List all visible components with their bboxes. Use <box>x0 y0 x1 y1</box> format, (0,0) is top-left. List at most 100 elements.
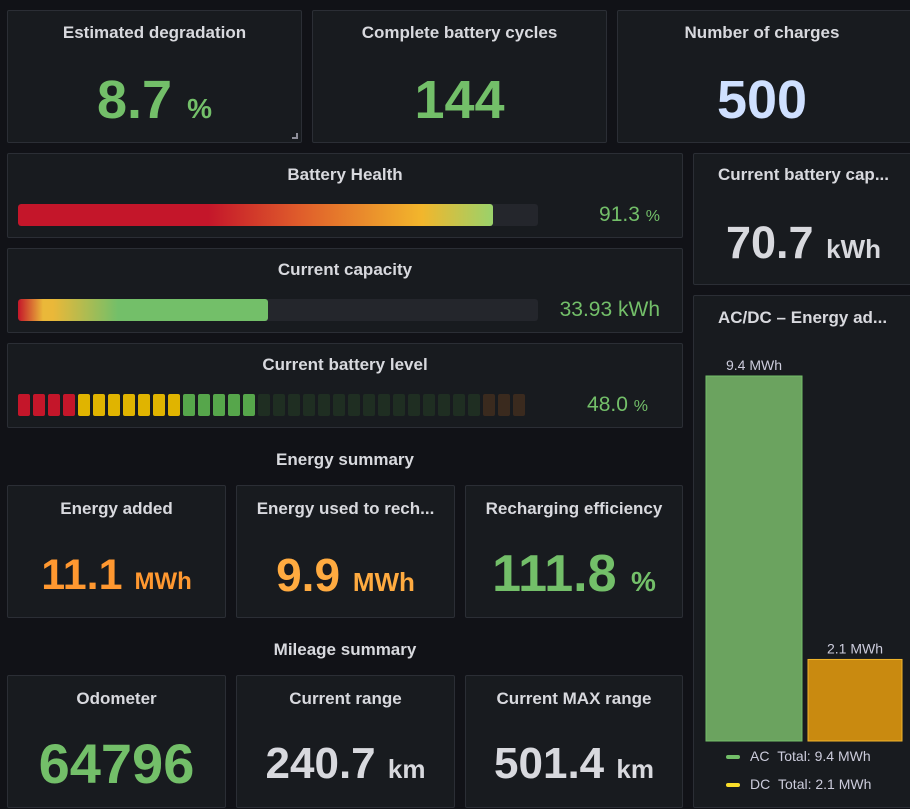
value-unit: % <box>645 208 660 225</box>
value-unit: km <box>616 754 654 784</box>
battery-level-cell <box>258 394 270 416</box>
stat-value: 500 <box>716 70 808 130</box>
battery-level-cell <box>288 394 300 416</box>
legend-label: AC <box>750 748 770 764</box>
battery-level-cell <box>303 394 315 416</box>
battery-level-cell <box>198 394 210 416</box>
battery-health-bar-fill <box>18 204 493 226</box>
stat-value: 9.9 MWh <box>237 552 454 598</box>
value-unit: kWh <box>826 234 881 264</box>
stat-value: 240.7 km <box>237 742 454 786</box>
battery-level-cell <box>243 394 255 416</box>
acdc-energy-panel[interactable]: AC/DC – Energy ad... 9.4 MWh 2.1 MWh AC T… <box>693 295 910 808</box>
energy-summary-heading: Energy summary <box>276 450 414 469</box>
battery-level-cell <box>423 394 435 416</box>
acdc-legend: AC Total: 9.4 MWh DC Total: 2.1 MWh <box>726 749 871 805</box>
resize-handle-icon[interactable] <box>292 133 298 139</box>
value-number: 70.7 <box>726 217 814 268</box>
legend-total: Total: 2.1 MWh <box>778 776 872 792</box>
battery-level-cell <box>48 394 60 416</box>
battery-health-bar <box>18 204 538 226</box>
panel-title: Complete battery cycles <box>361 23 558 42</box>
battery-level-cell <box>513 394 525 416</box>
energy-added-panel[interactable]: Energy added 11.1 MWh <box>7 485 226 618</box>
battery-level-cell <box>498 394 510 416</box>
value-number: 8.7 <box>97 70 173 130</box>
current-capacity-value: 33.93 kWh <box>559 298 660 321</box>
battery-level-cell <box>468 394 480 416</box>
battery-level-cell <box>108 394 120 416</box>
panel-title: Recharging efficiency <box>485 499 663 518</box>
current-range-panel[interactable]: Current range 240.7 km <box>236 675 455 808</box>
battery-level-cell <box>168 394 180 416</box>
stat-value: 70.7 kWh <box>694 220 910 265</box>
current-battery-capacity-panel[interactable]: Current battery cap... 70.7 kWh <box>693 153 910 285</box>
battery-level-cell <box>318 394 330 416</box>
energy-used-panel[interactable]: Energy used to rech... 9.9 MWh <box>236 485 455 618</box>
panel-title: Energy added <box>60 499 173 518</box>
legend-item-ac[interactable]: AC Total: 9.4 MWh <box>726 749 871 777</box>
battery-health-panel[interactable]: Battery Health 91.3 % <box>7 153 683 238</box>
mileage-summary-heading: Mileage summary <box>273 640 417 659</box>
battery-level-cell <box>438 394 450 416</box>
battery-level-cell <box>408 394 420 416</box>
legend-label: DC <box>750 776 771 792</box>
current-capacity-bar <box>18 299 538 321</box>
value-unit: MWh <box>134 568 192 595</box>
legend-total: Total: 9.4 MWh <box>777 748 871 764</box>
battery-level-cell <box>63 394 75 416</box>
current-max-range-panel[interactable]: Current MAX range 501.4 km <box>465 675 683 808</box>
stat-value: 8.7 % <box>8 73 301 127</box>
estimated-degradation-panel[interactable]: Estimated degradation 8.7 % <box>7 10 302 143</box>
legend-swatch <box>726 755 740 760</box>
value-unit: % <box>630 566 656 597</box>
panel-title: Current capacity <box>277 260 413 279</box>
battery-level-cell <box>453 394 465 416</box>
battery-level-cell <box>183 394 195 416</box>
stat-value: 501.4 km <box>466 742 682 786</box>
value-number: 48.0 <box>587 393 628 416</box>
value-number: 91.3 <box>599 203 640 226</box>
panel-title: Current MAX range <box>496 689 652 708</box>
battery-level-cell <box>213 394 225 416</box>
value-unit: % <box>187 93 212 124</box>
panel-title: Current battery cap... <box>718 165 889 184</box>
current-capacity-bar-fill <box>18 299 268 321</box>
panel-title: Energy used to rech... <box>256 499 435 518</box>
stat-value: 111.8 % <box>466 548 682 600</box>
battery-health-value: 91.3 % <box>568 203 660 227</box>
recharging-efficiency-panel[interactable]: Recharging efficiency 111.8 % <box>465 485 683 618</box>
value-number: 11.1 <box>41 551 123 599</box>
current-battery-level-panel[interactable]: Current battery level 48.0 % <box>7 343 683 428</box>
value-unit: % <box>633 398 648 415</box>
panel-title: Battery Health <box>287 165 403 184</box>
battery-level-cell <box>348 394 360 416</box>
stat-value: 11.1 MWh <box>8 554 225 597</box>
panel-title: Current battery level <box>262 355 428 374</box>
battery-level-value: 48.0 % <box>553 393 648 417</box>
acdc-bar-chart: 9.4 MWh 2.1 MWh <box>705 357 903 742</box>
bar-value-label: 9.4 MWh <box>726 357 782 373</box>
bar-dc[interactable] <box>807 658 903 742</box>
battery-level-cell <box>138 394 150 416</box>
legend-item-dc[interactable]: DC Total: 2.1 MWh <box>726 777 871 805</box>
bar-value-label: 2.1 MWh <box>827 640 883 656</box>
stat-value: 144 <box>414 70 505 130</box>
battery-level-cell <box>333 394 345 416</box>
bar-ac[interactable] <box>705 375 803 742</box>
battery-level-cell <box>363 394 375 416</box>
battery-level-cell <box>273 394 285 416</box>
battery-level-cell <box>93 394 105 416</box>
number-of-charges-panel[interactable]: Number of charges 500 <box>617 10 910 143</box>
value-number: 501.4 <box>494 739 605 788</box>
value-number: 240.7 <box>265 739 376 788</box>
battery-level-cell <box>123 394 135 416</box>
battery-level-cell <box>78 394 90 416</box>
battery-level-cells <box>18 394 528 416</box>
panel-title: Number of charges <box>684 23 840 42</box>
battery-level-cell <box>153 394 165 416</box>
odometer-panel[interactable]: Odometer 64796 <box>7 675 226 808</box>
complete-battery-cycles-panel[interactable]: Complete battery cycles 144 <box>312 10 607 143</box>
current-capacity-panel[interactable]: Current capacity 33.93 kWh <box>7 248 683 333</box>
battery-level-cell <box>393 394 405 416</box>
